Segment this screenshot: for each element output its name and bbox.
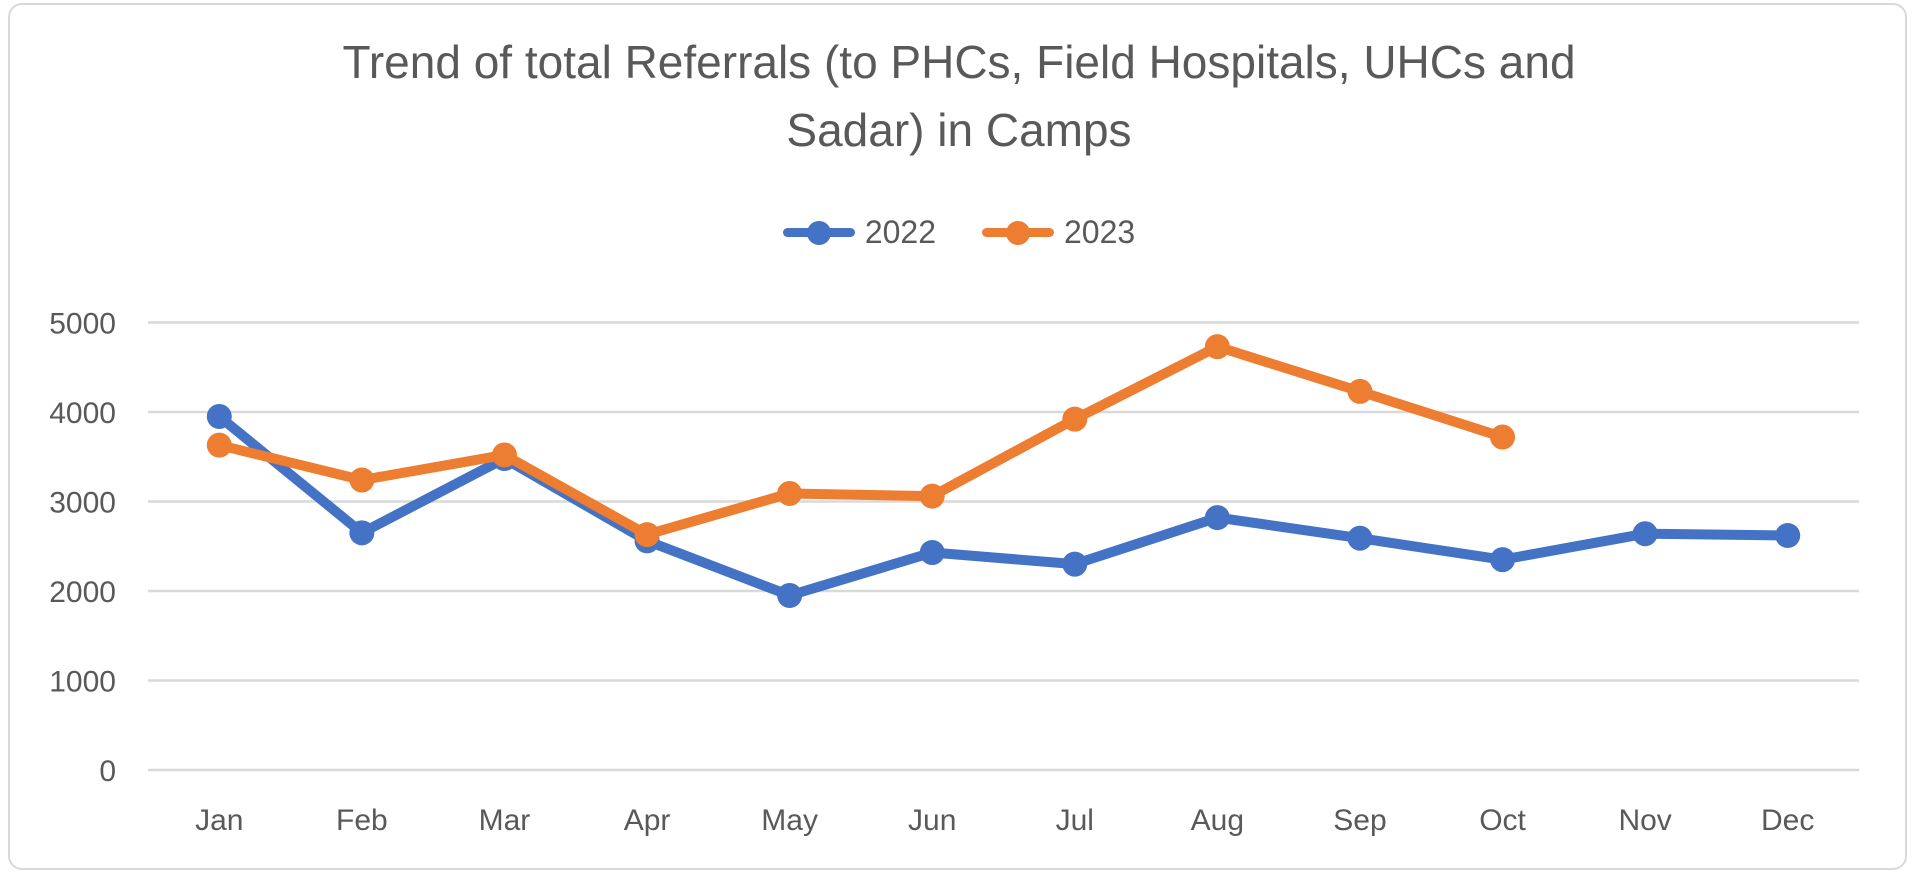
- x-tick-label: Aug: [1191, 804, 1244, 837]
- x-tick-label: Nov: [1618, 804, 1671, 837]
- legend-label-2023: 2023: [1064, 214, 1136, 250]
- legend-marker-2023-icon: [982, 220, 1054, 246]
- series-line-2022: [214, 411, 1793, 601]
- x-tick-label: Jan: [195, 804, 243, 837]
- x-tick-label: Jul: [1056, 804, 1094, 837]
- x-tick-label: Dec: [1761, 804, 1814, 837]
- y-tick-label: 2000: [49, 576, 116, 609]
- data-point-2023: [919, 483, 945, 509]
- y-tick-label: 0: [99, 755, 116, 788]
- x-tick-label: Apr: [624, 804, 671, 837]
- data-point-2023: [777, 480, 803, 506]
- data-point-2022: [1204, 505, 1230, 531]
- data-point-2022: [777, 582, 803, 608]
- data-point-2022: [1632, 521, 1658, 547]
- legend-label-2022: 2022: [864, 214, 936, 250]
- legend-item-2023[interactable]: 2023: [982, 214, 1135, 251]
- data-point-2022: [1062, 551, 1088, 577]
- data-point-2022: [919, 540, 945, 566]
- legend-marker-2022-icon: [782, 220, 855, 246]
- x-tick-label: Oct: [1479, 804, 1526, 837]
- chart-title[interactable]: Trend of total Referrals (to PHCs, Field…: [342, 36, 1576, 156]
- data-point-2023: [1204, 334, 1230, 360]
- data-point-2023: [206, 432, 232, 458]
- data-point-2022: [1347, 525, 1373, 551]
- legend-item-2022[interactable]: 2022: [782, 214, 936, 251]
- x-tick-label: Sep: [1333, 804, 1386, 837]
- y-tick-label: 3000: [49, 487, 116, 520]
- data-point-2022: [206, 403, 232, 429]
- data-point-2023: [491, 442, 517, 468]
- data-point-2023: [1490, 424, 1516, 450]
- data-point-2023: [1347, 378, 1373, 404]
- series-line-2023: [214, 341, 1508, 540]
- y-tick-label: 5000: [49, 308, 116, 341]
- x-tick-label: Mar: [479, 804, 531, 837]
- data-point-2023: [1062, 406, 1088, 432]
- data-point-2022: [1490, 547, 1516, 573]
- legend: 2022 2023: [0, 214, 1918, 251]
- data-point-2023: [349, 467, 375, 493]
- y-tick-label: 4000: [49, 397, 116, 430]
- data-point-2022: [1775, 523, 1801, 549]
- data-point-2023: [634, 522, 660, 548]
- y-tick-label: 1000: [49, 666, 116, 699]
- data-point-2022: [349, 520, 375, 546]
- x-tick-label: Feb: [336, 804, 388, 837]
- x-tick-label: May: [761, 804, 818, 837]
- x-tick-label: Jun: [908, 804, 956, 837]
